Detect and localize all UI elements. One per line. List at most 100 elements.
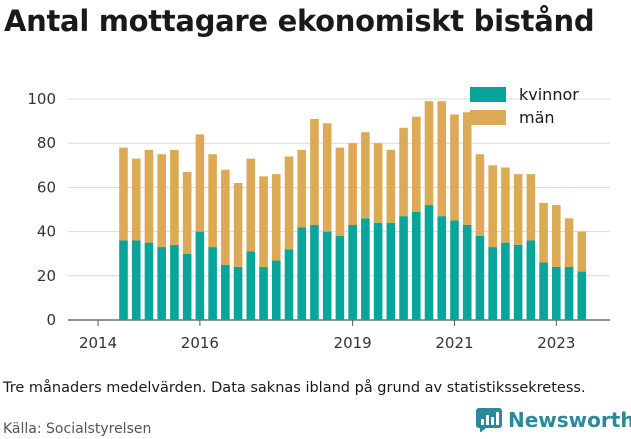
bar-kvinnor [437,216,446,320]
bar-man [234,183,243,267]
legend-swatch [470,110,506,125]
legend-label: män [519,108,555,127]
x-tick-label: 2016 [181,334,219,352]
bar-kvinnor [552,267,561,320]
bar-man [501,168,510,243]
bar-kvinnor [577,271,586,320]
bar-kvinnor [145,243,154,320]
bar-man [323,123,332,231]
newsworthy-logo-icon [476,408,502,432]
bar-man [119,148,128,241]
bar-kvinnor [539,263,548,320]
bar-man [514,174,523,245]
bar-man [463,112,472,225]
bar-kvinnor [221,265,230,320]
x-tick-label: 2014 [79,334,117,352]
bar-kvinnor [514,245,523,320]
bar-man [259,176,268,267]
bar-man [183,172,192,254]
y-tick-label: 80 [37,134,56,152]
bar-man [297,150,306,227]
bar-kvinnor [476,236,485,320]
bar-man [374,143,383,223]
chart-note: Tre månaders medelvärden. Data saknas ib… [3,380,586,396]
bar-man [387,150,396,223]
bar-kvinnor [463,225,472,320]
bar-man [157,154,166,247]
stacked-bar-chart: 0 20 40 60 80 100 2014 2016 2019 2021 2023 kvinno… [0,70,631,370]
bar-man [361,132,370,218]
x-tick-label: 2021 [435,334,473,352]
y-axis-ticks: 0 20 40 60 80 100 [27,90,56,329]
bar-kvinnor [285,249,294,320]
bar-kvinnor [259,267,268,320]
bar-man [425,101,434,205]
bar-man [565,218,574,267]
bar-kvinnor [374,223,383,320]
bar-kvinnor [183,254,192,320]
bar-man [196,134,205,231]
bar-kvinnor [247,251,256,320]
y-tick-label: 100 [27,90,56,108]
bars [119,101,586,320]
bar-man [552,205,561,267]
bar-kvinnor [196,232,205,320]
bar-man [272,174,281,260]
bar-kvinnor [157,247,166,320]
y-tick-label: 0 [46,311,56,329]
bar-kvinnor [399,216,408,320]
y-tick-label: 40 [37,223,56,241]
bar-kvinnor [501,243,510,320]
bar-man [336,148,345,236]
bar-man [577,232,586,272]
chart-title: Antal mottagare ekonomiskt bistånd [4,4,594,38]
bar-man [247,159,256,252]
bar-kvinnor [234,267,243,320]
bar-man [527,174,536,240]
bar-man [285,156,294,249]
bar-man [208,154,217,247]
bar-kvinnor [348,225,357,320]
bar-man [399,128,408,216]
newsworthy-logo-text: Newsworthy [508,408,631,432]
bar-kvinnor [361,218,370,320]
bar-kvinnor [336,236,345,320]
bar-man [145,150,154,243]
bar-man [310,119,319,225]
bar-man [132,159,141,241]
x-tick-label: 2023 [537,334,575,352]
bar-kvinnor [565,267,574,320]
bar-kvinnor [323,232,332,320]
bar-kvinnor [412,212,421,320]
bar-man [221,170,230,265]
bar-kvinnor [119,240,128,320]
bar-kvinnor [450,221,459,320]
bar-kvinnor [297,227,306,320]
newsworthy-logo[interactable]: Newsworthy [476,408,631,432]
x-axis-ticks: 2014 2016 2019 2021 2023 [79,320,575,352]
bar-man [170,150,179,245]
bar-kvinnor [272,260,281,320]
bar-kvinnor [208,247,217,320]
bar-kvinnor [527,240,536,320]
bar-man [348,143,357,225]
bar-man [437,101,446,216]
bar-man [476,154,485,236]
legend-swatch [470,87,506,102]
legend-label: kvinnor [519,85,579,104]
bar-man [450,114,459,220]
legend: kvinnor män [470,85,579,127]
bar-kvinnor [387,223,396,320]
bar-kvinnor [310,225,319,320]
bar-kvinnor [132,240,141,320]
source-label: Källa: Socialstyrelsen [3,421,151,437]
bar-kvinnor [170,245,179,320]
bar-kvinnor [488,247,497,320]
y-tick-label: 60 [37,178,56,196]
bar-man [412,117,421,212]
bar-man [539,203,548,263]
y-tick-label: 20 [37,267,56,285]
bar-kvinnor [425,205,434,320]
bar-man [488,165,497,247]
x-tick-label: 2019 [334,334,372,352]
